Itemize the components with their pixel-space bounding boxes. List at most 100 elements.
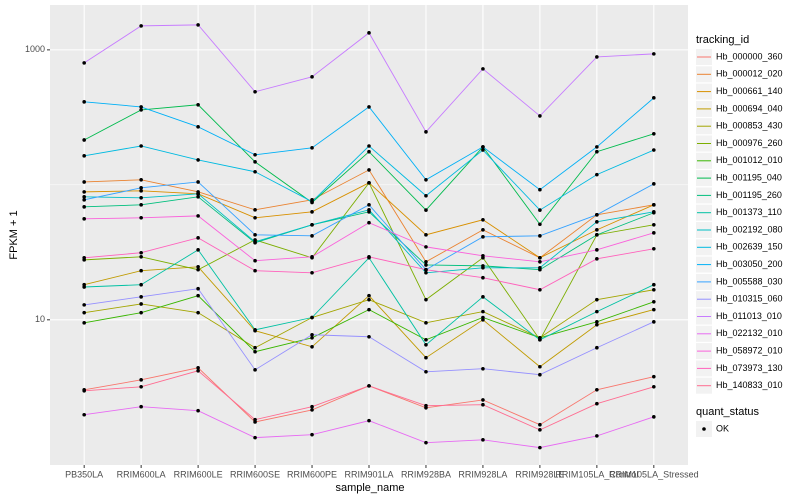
data-point (424, 338, 428, 342)
data-point (82, 190, 86, 194)
data-point (652, 52, 656, 56)
data-point (367, 334, 371, 339)
data-point (82, 217, 86, 221)
data-point (538, 208, 542, 212)
data-point (367, 105, 371, 109)
x-tick-label: RRIM105LA_Control (555, 469, 638, 479)
x-tick-label: RRIM600SE (230, 469, 280, 479)
data-point (367, 181, 371, 185)
data-point (481, 402, 485, 407)
data-point (82, 195, 86, 199)
data-point (481, 309, 485, 314)
legend-label: Hb_000694_040 (716, 103, 783, 113)
data-point (310, 332, 314, 337)
data-point (82, 198, 86, 202)
data-point (481, 67, 485, 71)
data-point (253, 345, 257, 350)
data-point (481, 228, 485, 232)
data-point (538, 428, 542, 432)
data-point (139, 144, 143, 148)
data-point (652, 282, 656, 287)
data-point (253, 233, 257, 237)
data-point (139, 282, 143, 287)
x-tick-label: RRIM901LA (344, 469, 393, 479)
data-point (652, 96, 656, 100)
data-point (139, 215, 143, 220)
data-point (367, 384, 371, 388)
data-point (424, 369, 428, 374)
legend-label: Hb_022132_010 (716, 328, 783, 338)
data-point (424, 233, 428, 237)
data-point (310, 234, 314, 238)
data-point (139, 105, 143, 109)
legend-label: Hb_140833_010 (716, 380, 783, 390)
data-point (310, 404, 314, 409)
data-point (538, 445, 542, 450)
data-point (253, 152, 257, 157)
data-point (310, 222, 314, 227)
data-point (139, 295, 143, 299)
data-point (652, 307, 656, 312)
data-point (652, 384, 656, 389)
data-point (538, 187, 542, 192)
data-point (82, 256, 86, 260)
data-point (139, 250, 143, 255)
data-point (139, 254, 143, 259)
data-point (253, 90, 257, 94)
data-point (196, 158, 200, 162)
data-point (652, 203, 656, 207)
data-point (595, 55, 599, 59)
data-point (367, 31, 371, 35)
data-point (82, 138, 86, 142)
data-point (595, 228, 599, 232)
data-point (652, 131, 656, 136)
data-point (595, 401, 599, 406)
data-point (139, 24, 143, 28)
x-axis-title: sample_name (335, 482, 404, 494)
status-legend-title: quant_status (696, 406, 759, 418)
legend-label: Hb_003050_200 (716, 259, 783, 269)
data-point (595, 248, 599, 252)
data-point (424, 130, 428, 134)
data-point (310, 432, 314, 437)
data-point (253, 349, 257, 354)
data-point (652, 182, 656, 186)
data-point (310, 210, 314, 214)
data-point (538, 338, 542, 342)
data-point (139, 404, 143, 409)
data-point (139, 378, 143, 382)
x-tick-label: RRIM105LA_Stressed (609, 469, 699, 479)
data-point (538, 222, 542, 227)
data-point (367, 168, 371, 172)
data-point (424, 297, 428, 302)
data-point (367, 254, 371, 259)
legend-label: Hb_002639_150 (716, 242, 783, 252)
data-point (652, 222, 656, 227)
data-point (310, 344, 314, 349)
data-point (538, 364, 542, 369)
data-point (481, 217, 485, 222)
data-point (538, 114, 542, 118)
data-point (196, 23, 200, 27)
data-point (310, 270, 314, 275)
data-point (424, 403, 428, 408)
data-point (367, 293, 371, 298)
data-point (538, 287, 542, 292)
legend-label: Hb_058972_010 (716, 345, 783, 355)
legend-title: tracking_id (696, 34, 749, 46)
data-point (481, 366, 485, 371)
data-point (367, 203, 371, 207)
data-point (82, 285, 86, 289)
x-tick-label: RRIM600LE (174, 469, 223, 479)
data-point (424, 355, 428, 360)
data-point (652, 299, 656, 304)
data-point (196, 286, 200, 291)
data-point (310, 75, 314, 79)
data-point (82, 180, 86, 184)
data-point (196, 248, 200, 252)
data-point (82, 154, 86, 158)
data-point (652, 246, 656, 251)
data-point (253, 417, 257, 422)
data-point (481, 235, 485, 239)
data-point (481, 265, 485, 270)
